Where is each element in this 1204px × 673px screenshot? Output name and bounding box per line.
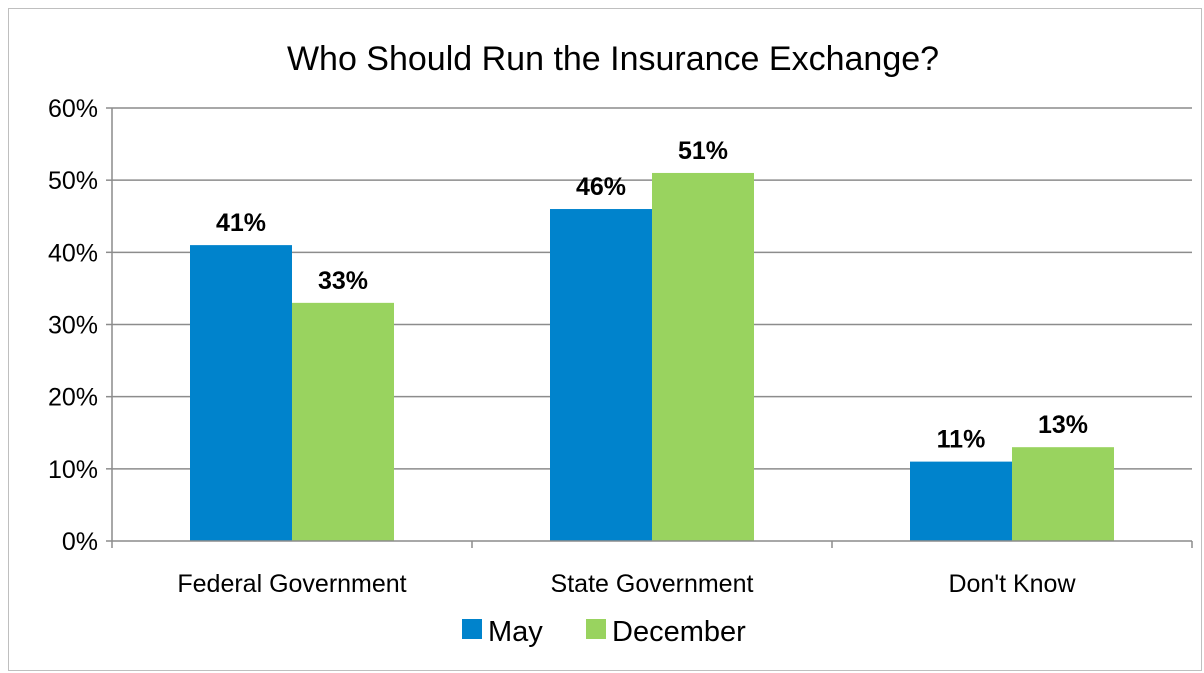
- x-category-label: Don't Know: [948, 570, 1076, 598]
- bar-december-2: [652, 172, 754, 541]
- y-tick-label: 30%: [48, 312, 98, 340]
- bar-december-3: [1012, 447, 1114, 541]
- data-label: 51%: [678, 137, 728, 165]
- x-axis: Federal Government State Government Don't …: [111, 108, 1193, 598]
- bar-december-1: [292, 302, 394, 541]
- y-tick-label: 20%: [48, 384, 98, 412]
- y-tick-label: 60%: [48, 95, 98, 123]
- bar-may-3: [910, 461, 1012, 541]
- legend-label-may: May: [488, 616, 543, 648]
- bar-may-2: [550, 209, 652, 542]
- data-label: 33%: [318, 267, 368, 295]
- legend-label-december: December: [612, 616, 746, 648]
- y-tick-label: 10%: [48, 456, 98, 484]
- bars: [190, 172, 1114, 542]
- y-tick-label: 40%: [48, 239, 98, 267]
- chart-title: Who Should Run the Insurance Exchange?: [287, 40, 939, 78]
- data-label: 46%: [576, 173, 626, 201]
- y-axis-ticks: 0% 10% 20% 30% 40% 50% 60%: [48, 95, 112, 556]
- legend: May December: [462, 616, 746, 648]
- data-label: 11%: [937, 426, 986, 454]
- y-tick-label: 0%: [62, 528, 98, 556]
- legend-swatch-december: [586, 619, 606, 639]
- x-category-label: Federal Government: [177, 570, 406, 598]
- legend-swatch-may: [462, 619, 482, 639]
- x-category-label: State Government: [551, 570, 754, 598]
- data-label: 13%: [1038, 411, 1088, 439]
- y-tick-label: 50%: [48, 167, 98, 195]
- bar-may-1: [190, 245, 292, 541]
- data-label: 41%: [216, 209, 266, 237]
- data-labels: 41% 33% 46% 51% 11% 13%: [216, 137, 1088, 454]
